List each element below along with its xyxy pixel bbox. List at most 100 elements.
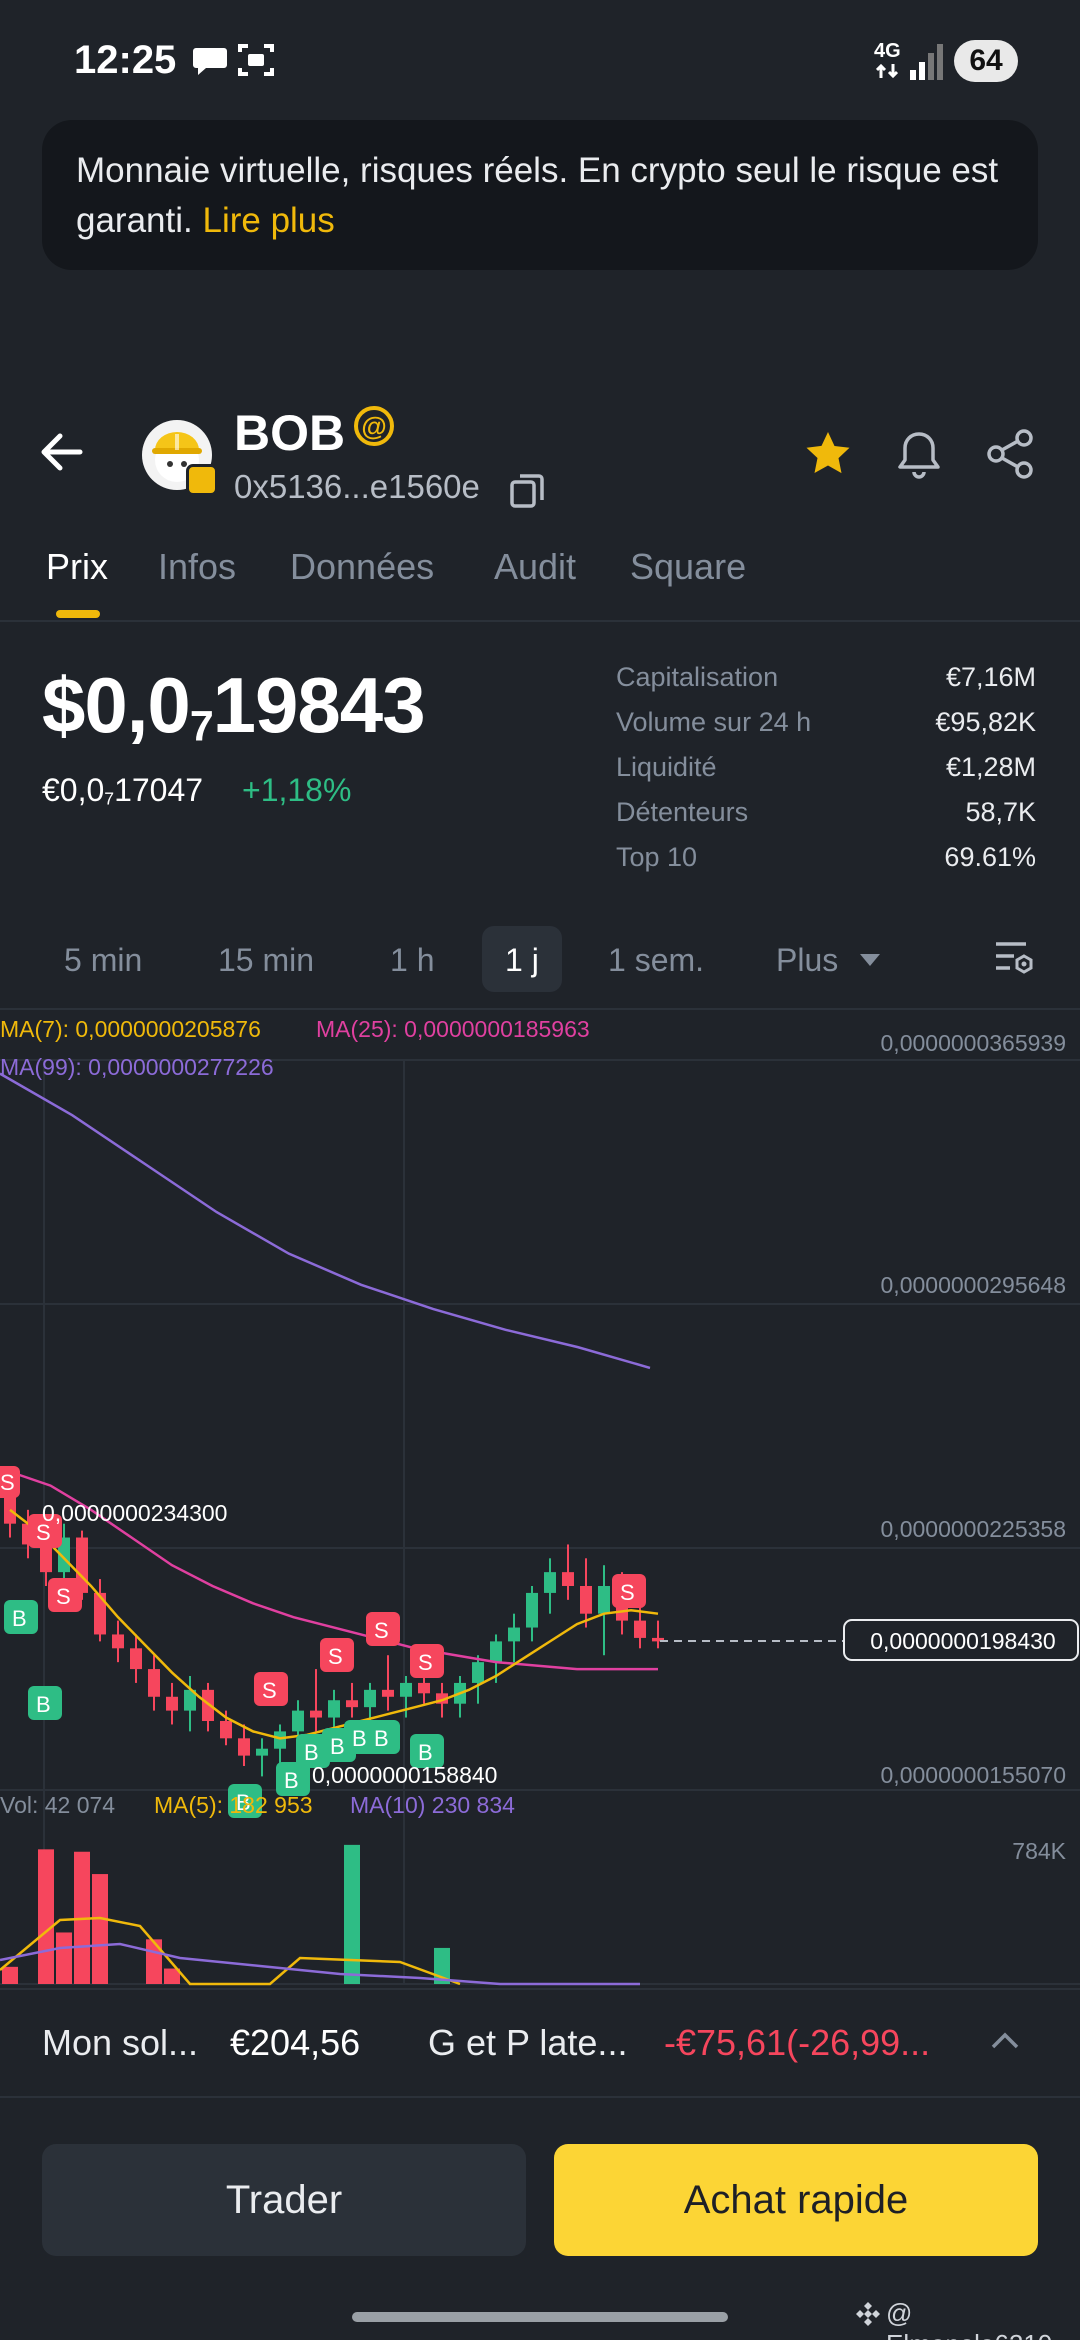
svg-text:S: S (374, 1618, 389, 1643)
ma7-legend: MA(7): 0,0000000205876 (0, 1016, 261, 1042)
sell-marker: S (48, 1578, 82, 1612)
chevron-up-icon[interactable] (990, 2030, 1020, 2050)
interval-5min[interactable]: 5 min (64, 942, 143, 978)
sell-marker: S (254, 1672, 288, 1706)
candle-body (436, 1693, 448, 1704)
at-mention-icon[interactable]: @ (354, 406, 394, 446)
interval-more[interactable]: Plus (776, 942, 839, 978)
battery-indicator: 64 (954, 40, 1018, 82)
candle-body (202, 1689, 214, 1722)
balance-value: €204,56 (230, 2022, 361, 2063)
stat-value-volume: €95,82K (935, 707, 1036, 737)
tab-square[interactable]: Square (630, 546, 747, 587)
svg-text:S: S (262, 1678, 277, 1703)
price-usd: $0,0719843 (42, 661, 426, 751)
volume-legend: Vol: 42 074 (0, 1792, 116, 1818)
stat-value-holders: 58,7K (965, 797, 1036, 827)
bell-icon[interactable] (894, 428, 944, 480)
sell-marker: S (366, 1612, 400, 1646)
binance-logo-icon (856, 2302, 880, 2326)
interval-1h[interactable]: 1 h (390, 942, 435, 978)
network-type: 4G (874, 40, 901, 62)
pnl-value: -€75,61(-26,99... (664, 2022, 931, 2063)
candle-body (58, 1537, 70, 1573)
y-axis-label-1: 0,0000000365939 (880, 1030, 1066, 1056)
volume-bar (344, 1844, 360, 1984)
tab-audit[interactable]: Audit (494, 546, 577, 587)
svg-text:B: B (284, 1768, 299, 1793)
candle-body (526, 1592, 538, 1628)
high-price-label: 0,0000000234300 (42, 1500, 228, 1526)
buy-marker: B (296, 1734, 330, 1768)
home-indicator[interactable] (352, 2312, 728, 2322)
interval-1w[interactable]: 1 sem. (608, 942, 705, 978)
volume-ma5-legend: MA(5): 182 953 (154, 1792, 313, 1818)
svg-text:S: S (620, 1580, 635, 1605)
interval-active-bg (482, 926, 562, 992)
tab-prix[interactable]: Prix (46, 546, 108, 587)
volume-ma10-line (0, 1942, 640, 1986)
active-tab-indicator (56, 610, 100, 618)
sell-marker: S (410, 1644, 444, 1678)
svg-text:B: B (330, 1734, 345, 1759)
svg-text:S: S (56, 1584, 71, 1609)
candle-body (184, 1689, 196, 1711)
y-axis-label-2: 0,0000000295648 (880, 1272, 1066, 1298)
candle-body (292, 1710, 304, 1732)
candle-body (40, 1544, 52, 1573)
svg-text:B: B (12, 1606, 27, 1631)
quick-buy-button[interactable]: Achat rapide (554, 2144, 1038, 2256)
stat-label-liquidity: Liquidité (616, 752, 717, 782)
candle-body (598, 1585, 610, 1614)
current-price-label: 0,0000000198430 (870, 1628, 1056, 1654)
buy-marker: B (410, 1734, 444, 1768)
ma99-legend: MA(99): 0,0000000277226 (0, 1054, 274, 1080)
buy-marker: B (228, 1784, 262, 1818)
buy-marker: B (366, 1720, 400, 1754)
svg-text:B: B (236, 1790, 251, 1815)
ma99-line (0, 1072, 651, 1370)
signal-icon (910, 44, 943, 80)
candle-body (652, 1637, 664, 1642)
chevron-down-icon[interactable] (858, 952, 882, 968)
signal-markers: S S S B B S S S S S B B B B B B B (0, 1466, 646, 1818)
balance-bar[interactable] (0, 1988, 1080, 2098)
price-chart[interactable]: S S S B B S S S S S B B B B B B B (0, 1008, 1080, 1988)
banner-read-more-link[interactable]: Lire plus (202, 201, 335, 240)
share-icon[interactable] (984, 428, 1036, 480)
candle-body (634, 1620, 646, 1638)
price-eur: €0,0717047 (42, 772, 204, 809)
candle-body (544, 1572, 556, 1593)
volume-axis-label: 784K (1012, 1838, 1066, 1864)
candle-body (346, 1700, 358, 1708)
sell-marker: S (612, 1574, 646, 1608)
trade-button[interactable]: Trader (42, 2144, 526, 2256)
ma25-legend: MA(25): 0,0000000185963 (316, 1016, 590, 1042)
candle-body (580, 1585, 592, 1614)
back-arrow-icon[interactable] (36, 426, 88, 478)
price-change: +1,18% (242, 772, 352, 808)
sell-marker: S (320, 1638, 354, 1672)
stat-label-volume: Volume sur 24 h (616, 707, 812, 737)
candle-body (130, 1648, 142, 1670)
risk-banner: Monnaie virtuelle, risques réels. En cry… (42, 120, 1038, 270)
tab-donnees[interactable]: Données (290, 546, 435, 587)
chain-badge-icon (186, 464, 218, 496)
banner-text: Monnaie virtuelle, risques réels. En cry… (76, 151, 999, 240)
chart-settings-icon[interactable] (992, 938, 1036, 978)
svg-text:B: B (418, 1740, 433, 1765)
chart-top-divider (0, 1008, 1080, 1010)
candle-body (94, 1592, 106, 1635)
copy-icon[interactable] (508, 470, 546, 510)
tabs-divider (0, 620, 1080, 622)
candle-body (418, 1682, 430, 1694)
interval-1d[interactable]: 1 j (505, 942, 539, 978)
interval-15min[interactable]: 15 min (218, 942, 315, 978)
y-axis-label-3: 0,0000000225358 (880, 1516, 1066, 1542)
candle-body (238, 1738, 250, 1756)
tab-infos[interactable]: Infos (158, 546, 237, 587)
watermark: @ Elmanolo6210 (886, 2298, 1052, 2340)
current-price-box (843, 1619, 1079, 1661)
favorite-star-icon[interactable] (802, 428, 854, 480)
pnl-label: G et P late... (428, 2022, 628, 2063)
